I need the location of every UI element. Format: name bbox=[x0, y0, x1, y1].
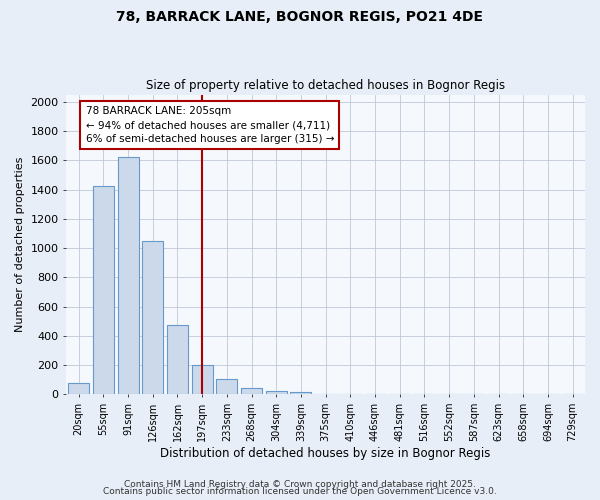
Bar bbox=[266, 390, 287, 394]
Bar bbox=[93, 186, 114, 394]
Bar bbox=[167, 325, 188, 394]
Bar bbox=[241, 388, 262, 394]
Bar bbox=[290, 392, 311, 394]
Title: Size of property relative to detached houses in Bognor Regis: Size of property relative to detached ho… bbox=[146, 79, 505, 92]
Text: Contains HM Land Registry data © Crown copyright and database right 2025.: Contains HM Land Registry data © Crown c… bbox=[124, 480, 476, 489]
Bar bbox=[142, 241, 163, 394]
Y-axis label: Number of detached properties: Number of detached properties bbox=[15, 156, 25, 332]
Bar bbox=[118, 156, 139, 394]
Text: 78, BARRACK LANE, BOGNOR REGIS, PO21 4DE: 78, BARRACK LANE, BOGNOR REGIS, PO21 4DE bbox=[116, 10, 484, 24]
Text: Contains public sector information licensed under the Open Government Licence v3: Contains public sector information licen… bbox=[103, 487, 497, 496]
Bar bbox=[68, 384, 89, 394]
Text: 78 BARRACK LANE: 205sqm
← 94% of detached houses are smaller (4,711)
6% of semi-: 78 BARRACK LANE: 205sqm ← 94% of detache… bbox=[86, 106, 334, 144]
X-axis label: Distribution of detached houses by size in Bognor Regis: Distribution of detached houses by size … bbox=[160, 447, 491, 460]
Bar bbox=[191, 365, 212, 394]
Bar bbox=[217, 379, 238, 394]
